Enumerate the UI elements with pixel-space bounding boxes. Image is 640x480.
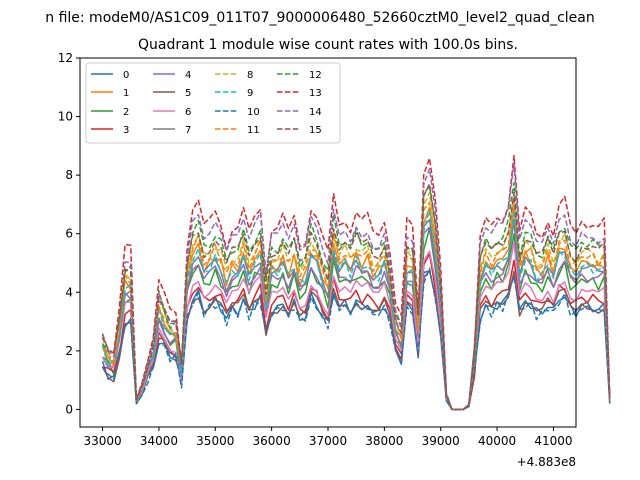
y-tick-label: 10 [58,110,73,124]
x-tick-label: 33000 [83,434,121,448]
legend-label-6: 6 [185,107,191,118]
legend-box [85,62,341,144]
y-tick-label: 12 [58,51,73,65]
legend-label-9: 9 [247,88,253,99]
chart-title: Quadrant 1 module wise count rates with … [138,37,518,53]
x-tick-label: 36000 [253,434,291,448]
legend-label-7: 7 [185,125,191,136]
x-axis-ticks: 33000 34000 35000 36000 37000 38000 39000 40000… [83,427,573,448]
x-tick-label: 39000 [422,434,460,448]
legend-label-11: 11 [247,125,260,136]
legend-label-2: 2 [123,107,129,118]
legend-label-13: 13 [309,88,322,99]
x-tick-label: 34000 [140,434,178,448]
x-tick-label: 41000 [534,434,572,448]
x-tick-label: 38000 [365,434,403,448]
legend-label-14: 14 [309,107,322,118]
legend-label-8: 8 [247,70,253,81]
legend-label-12: 12 [309,70,322,81]
series-line-10 [101,267,611,411]
x-tick-label: 35000 [196,434,234,448]
series-line-6 [101,241,611,411]
series-line-15 [101,183,611,411]
legend-label-0: 0 [123,70,129,81]
x-tick-label: 37000 [309,434,347,448]
legend-label-3: 3 [123,125,129,136]
y-tick-label: 8 [65,168,73,182]
legend-label-15: 15 [309,125,322,136]
y-tick-label: 4 [65,285,73,299]
legend-label-10: 10 [247,107,260,118]
series-line-13 [101,154,611,411]
y-tick-label: 0 [65,402,73,416]
legend-label-1: 1 [123,88,129,99]
y-axis-ticks: 0 2 4 6 8 10 12 [58,51,80,416]
y-tick-label: 6 [65,227,73,241]
series-line-14 [101,162,611,411]
x-offset-label: +4.883e8 [517,455,576,469]
y-tick-label: 2 [65,344,73,358]
legend-label-5: 5 [185,88,191,99]
legend-label-4: 4 [185,70,191,81]
figure-suptitle: n file: modeM0/AS1C09_011T07_9000006480_… [45,10,594,26]
x-tick-label: 40000 [478,434,516,448]
series-layer [101,154,611,411]
